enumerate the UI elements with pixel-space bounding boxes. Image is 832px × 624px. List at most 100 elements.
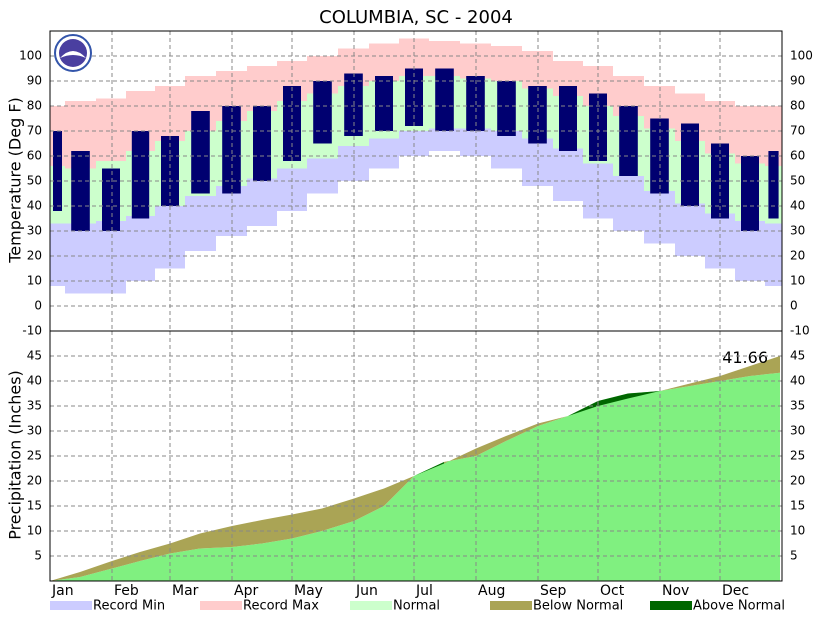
record-min-bar [675,203,705,256]
x-tick-label: Oct [600,583,625,599]
record-min-bar [765,223,782,286]
observed-bar [313,81,332,144]
observed-bar [741,156,759,231]
observed-bar [768,151,779,219]
legend-swatch [650,601,692,610]
y-tick-label-right: 100 [790,49,813,63]
y-tick-label: 5 [34,549,42,563]
y-tick-label-right: 50 [790,174,805,188]
record-max-bar [491,46,522,81]
observed-bar [102,168,120,231]
plot-layer: 41.66 [50,38,782,581]
plot-frame [49,30,783,582]
y-axis-label: Precipitation (Inches) [6,370,25,540]
observed-bar [589,93,607,161]
below-normal-area [112,552,140,569]
x-tick-label: Aug [478,583,505,599]
below-normal-area [506,423,538,441]
x-tick-label: Dec [722,583,749,599]
record-min-bar [65,223,96,294]
observed-bar [53,131,62,211]
y-tick-label: 70 [27,124,42,138]
observed-bar [497,81,516,136]
legend-label: Normal [393,599,440,614]
record-min-bar [185,196,216,251]
above-normal-area [568,401,598,416]
record-min-bar [491,131,522,169]
y-tick-label-right: 20 [790,249,805,263]
x-tick-label: Jul [415,583,433,599]
observed-bar [681,123,699,206]
y-tick-label-right: 80 [790,99,805,113]
x-tick-label: Feb [114,583,139,599]
record-min-bar [247,178,277,226]
y-tick-label: 20 [27,249,42,263]
observed-bar [131,131,150,219]
legend-label: Record Min [93,599,165,614]
chart-title: COLUMBIA, SC - 2004 [319,7,513,28]
legend-swatch [490,601,532,610]
y-tick-label: 90 [27,74,42,88]
below-normal-area [354,488,384,521]
record-max-bar [247,66,277,111]
y-tick-label-right: 15 [790,499,805,513]
below-normal-area [140,543,170,561]
y-tick-label: 30 [27,224,42,238]
y-tick-label: 100 [19,49,42,63]
y-tick-label: 50 [27,174,42,188]
below-normal-area [262,514,292,544]
y-tick-label-right: 30 [790,424,805,438]
y-tick-label: 0 [34,299,42,313]
x-tick-label: Mar [172,583,199,599]
y-tick-label-right: 0 [790,299,798,313]
y-tick-label: 45 [27,349,42,363]
y-tick-label-right: 25 [790,449,805,463]
y-tick-label-right: 5 [790,549,798,563]
above-normal-area [414,462,444,476]
observed-bar [375,76,393,131]
record-max-bar [96,98,126,161]
below-normal-area [232,520,262,547]
observed-bar [253,106,271,181]
legend-label: Record Max [243,599,319,614]
legend-swatch [50,601,92,610]
x-tick-label: Jun [355,583,378,599]
y-tick-label: 20 [27,474,42,488]
y-tick-label-right: 40 [790,374,805,388]
y-tick-label-right: 60 [790,149,805,163]
below-normal-area [50,572,80,581]
below-normal-area [200,526,232,549]
record-min-bar [429,128,460,151]
grid-layer: -10 -10 0 0 10 10 20 20 30 30 40 40 50 50 60 60 70 70 80 80… [19,31,813,599]
below-normal-area [476,436,506,456]
y-tick-label: 35 [27,399,42,413]
y-tick-label-right: 90 [790,74,805,88]
y-axis-label: Temperature (Deg F) [6,97,25,264]
observed-bar [528,86,547,144]
y-tick-label-right: 45 [790,349,805,363]
observed-bar [559,86,577,151]
record-min-bar [307,158,338,194]
y-tick-label-right: 10 [790,274,805,288]
record-min-bar [553,148,583,201]
y-tick-label: -10 [22,324,42,338]
above-normal-area [598,393,628,406]
below-normal-area [80,561,112,577]
x-tick-label: Apr [234,583,258,599]
y-tick-label: 10 [27,524,42,538]
legend-swatch [200,601,242,610]
x-tick-label: Sep [540,583,567,599]
y-tick-label: 80 [27,99,42,113]
y-tick-label: 30 [27,424,42,438]
observed-bar [435,68,454,131]
below-normal-area [292,508,322,539]
record-min-bar [50,223,65,286]
record-min-bar [96,221,126,294]
below-normal-area [384,476,414,506]
annotation: 41.66 [722,348,768,367]
y-tick-label: 25 [27,449,42,463]
record-max-bar [369,43,399,81]
x-tick-label: May [294,583,323,599]
record-min-bar [277,168,307,211]
